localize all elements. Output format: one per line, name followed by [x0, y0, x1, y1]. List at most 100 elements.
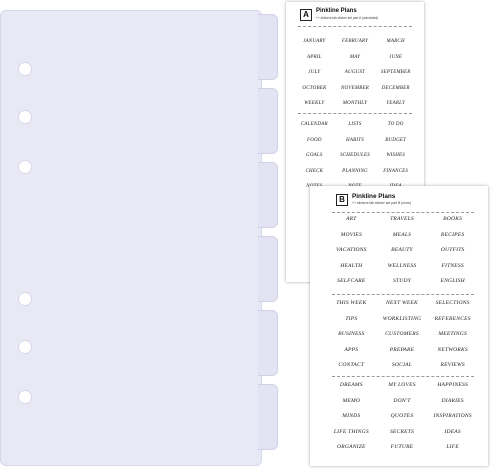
sticker-label: TO DO	[387, 122, 404, 127]
sheet-b-group-2: THIS WEEK NEXT WEEK SELECTIONS TIPS WORK…	[326, 296, 478, 374]
sticker-label: CHECK	[305, 168, 324, 174]
sticker-label: SELFCARE	[337, 278, 366, 285]
sticker-label: MEALS	[392, 231, 412, 238]
sticker-label: MAY	[349, 54, 361, 60]
sticker-label: WISHES	[386, 153, 406, 158]
sticker-label: STUDY	[392, 278, 412, 285]
sticker-label: SELECTIONS	[435, 300, 470, 306]
sticker-label: IDEAS	[444, 428, 461, 435]
sticker-label: WEEKLY	[304, 101, 325, 106]
sticker-label: FUTURE	[390, 444, 414, 451]
divider-tab[interactable]	[258, 384, 278, 450]
sticker-label: JULY	[308, 70, 321, 75]
sticker-label: SEPTEMBER	[380, 70, 411, 75]
divider-tab[interactable]	[258, 236, 278, 302]
sticker-label: HAPPINESS	[437, 382, 469, 388]
sticker-label: LIFE THINGS	[333, 428, 369, 435]
sticker-label: MEETINGS	[438, 331, 467, 338]
sticker-label: HEALTH	[340, 262, 363, 269]
ring-hole	[18, 160, 32, 174]
sticker-label: RECIPES	[440, 231, 465, 238]
sticker-label: SOCIAL	[391, 362, 413, 369]
sticker-label: ART	[346, 216, 357, 222]
sticker-label: CUSTOMERS	[385, 331, 419, 338]
sticker-label: BOOKS	[443, 216, 463, 222]
sticker-label: BEAUTY	[391, 247, 413, 254]
sheet-a-subtitle: ++ stickers tab sticker set part A (anno…	[316, 16, 379, 20]
sticker-label: PREPARE	[389, 346, 415, 353]
sticker-label: HABITS	[346, 137, 364, 143]
sticker-label: THIS WEEK	[336, 300, 367, 306]
sticker-label: ORGANIZE	[337, 444, 366, 451]
sheet-a-group-2: CALENDAR LISTS TO DO FOOD HABITS BUDGET …	[294, 117, 416, 195]
sheet-a-header: A Pinkline Plans ++ stickers tab sticker…	[286, 2, 424, 24]
sticker-label: OCTOBER	[302, 85, 327, 91]
sticker-label: JUNE	[389, 54, 403, 60]
sheet-b-title: Pinkline Plans	[352, 193, 396, 200]
sticker-label: GOALS	[306, 153, 323, 158]
sheet-b-group-3: DREAMS MY LOVES HAPPINESS MEMO DON'T DIA…	[326, 378, 478, 456]
sticker-label: SCHEDULES	[340, 153, 370, 158]
sticker-label: YEARLY	[386, 101, 405, 106]
sticker-label: DON'T	[393, 397, 411, 404]
sticker-label: DECEMBER	[381, 85, 410, 91]
sticker-label: QUOTES	[390, 413, 414, 420]
sheet-b-group-1: ART TRAVELS BOOKS MOVIES MEALS RECIPES V…	[326, 212, 478, 290]
sheet-b-header: B Pinkline Plans ++ stickers tab sticker…	[310, 186, 488, 208]
sheet-b-badge: B	[336, 194, 348, 206]
sheet-a-group-1: JANUARY FEBRUARY MARCH APRIL MAY JUNE JU…	[294, 34, 416, 112]
sticker-label: APPS	[344, 346, 359, 353]
sheet-b-rule	[332, 212, 474, 213]
sticker-label: NOVEMBER	[341, 85, 369, 91]
sticker-label: REVIEWS	[440, 362, 465, 369]
sticker-label: MOVIES	[340, 231, 363, 238]
divider-tab[interactable]	[258, 88, 278, 154]
divider-tab[interactable]	[258, 14, 278, 80]
ring-hole	[18, 390, 32, 404]
sticker-label: WORKLISTING	[382, 315, 422, 322]
ring-hole	[18, 340, 32, 354]
sticker-label: TIPS	[345, 315, 358, 322]
sheet-b-subtitle: ++ stickers tab sticker set part B (more…	[352, 201, 412, 205]
divider-page	[0, 10, 262, 466]
sticker-label: VACATIONS	[335, 247, 367, 254]
sticker-label: NETWORKS	[437, 346, 468, 353]
sticker-label: DREAMS	[339, 382, 363, 388]
divider-tab[interactable]	[258, 310, 278, 376]
sticker-label: MARCH	[386, 39, 405, 44]
sticker-label: BUSINESS	[338, 331, 365, 338]
sticker-label: LISTS	[348, 122, 362, 127]
sticker-label: MY LOVES	[388, 382, 416, 388]
sticker-label: OUTFITS	[440, 247, 465, 254]
sheet-a-badge: A	[300, 9, 312, 21]
sheet-a-title: Pinkline Plans	[316, 8, 357, 14]
sticker-label: APRIL	[307, 54, 322, 60]
sticker-label: FOOD	[306, 137, 322, 143]
sticker-label: CONTACT	[338, 362, 365, 369]
sticker-label: NEXT WEEK	[385, 300, 418, 306]
divider-tab[interactable]	[258, 162, 278, 228]
sticker-sheet-b: B Pinkline Plans ++ stickers tab sticker…	[310, 186, 488, 466]
sticker-label: LIFE	[446, 444, 459, 451]
sticker-label: FEBRUARY	[341, 39, 369, 44]
ring-hole	[18, 110, 32, 124]
sticker-label: BUDGET	[385, 137, 407, 143]
ring-hole	[18, 62, 32, 76]
sticker-label: MINDS	[342, 413, 361, 420]
sheet-a-rule	[298, 26, 412, 27]
sticker-label: REFERENCES	[434, 315, 471, 322]
sticker-label: PLANNING	[342, 168, 368, 174]
sticker-label: JANUARY	[303, 39, 326, 44]
sticker-label: FINANCES	[383, 168, 409, 174]
sticker-label: AUGUST	[344, 70, 366, 75]
sticker-label: TRAVELS	[390, 216, 414, 222]
sheet-a-rule	[298, 113, 412, 114]
sheet-b-rule	[332, 294, 474, 295]
sticker-label: CALENDAR	[300, 122, 328, 127]
sticker-label: DIARIES	[441, 397, 464, 404]
sticker-label: SECRETS	[389, 428, 415, 435]
sticker-label: MEMO	[342, 397, 361, 404]
sticker-label: ENGLISH	[440, 278, 465, 285]
sticker-label: MONTHLY	[342, 101, 368, 106]
ring-hole	[18, 292, 32, 306]
